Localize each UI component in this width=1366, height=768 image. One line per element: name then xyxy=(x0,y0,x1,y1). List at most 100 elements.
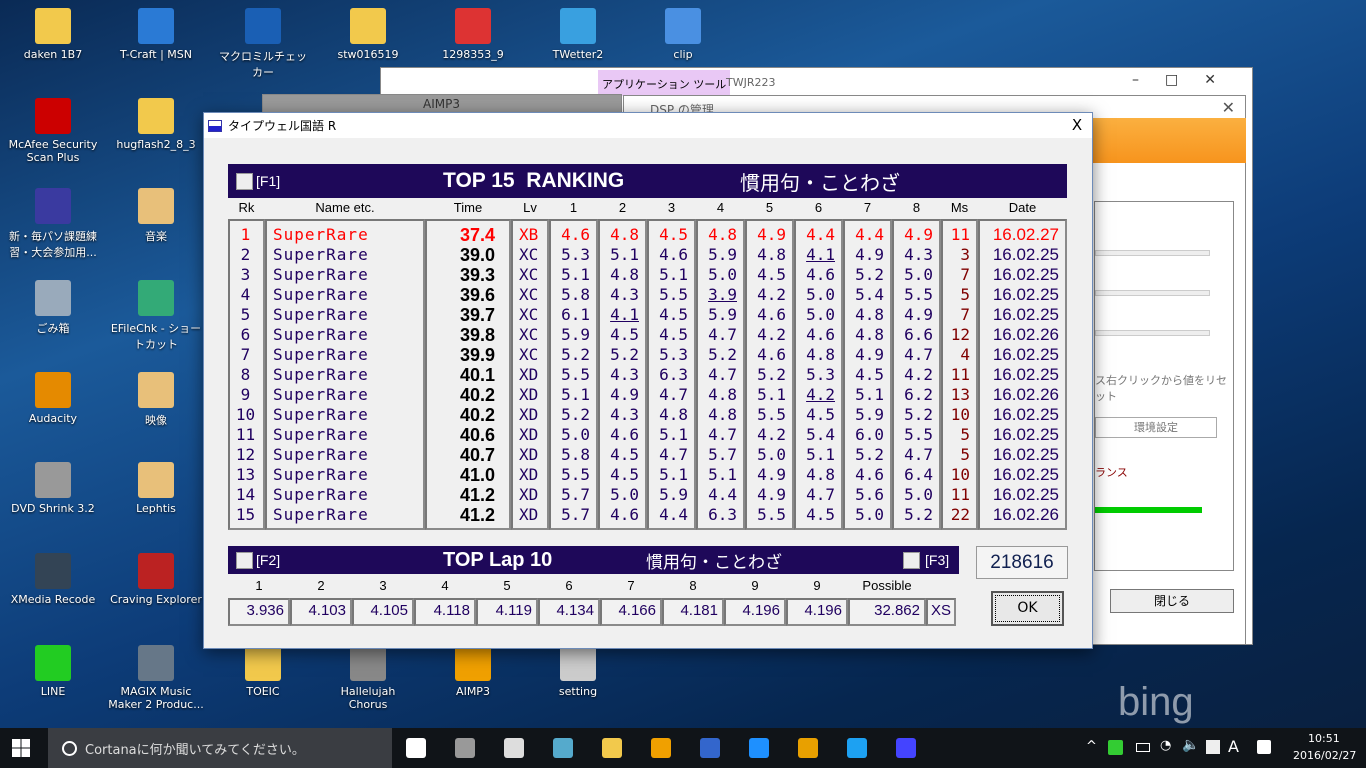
network-icon[interactable] xyxy=(1108,740,1123,755)
ranking-cell: 2 xyxy=(240,245,251,264)
ranking-cell: 7 xyxy=(960,305,970,324)
notification-icon[interactable] xyxy=(1206,740,1220,754)
desktop-icon[interactable]: LINE xyxy=(5,645,101,698)
ranking-cell: XC xyxy=(519,245,539,264)
ribbon-tab-app-tools[interactable]: アプリケーション ツール xyxy=(598,70,731,96)
wifi-icon[interactable]: ◔ xyxy=(1160,738,1172,753)
desktop-icon[interactable]: 音楽 xyxy=(108,188,204,244)
f1-checkbox[interactable] xyxy=(236,172,253,190)
column-header[interactable]: 2 xyxy=(618,200,627,215)
column-header[interactable]: 4 xyxy=(716,200,725,215)
app-tray-icon[interactable] xyxy=(1257,740,1271,754)
dsp-slider[interactable] xyxy=(1095,330,1210,336)
desktop-icon[interactable]: clip xyxy=(635,8,731,61)
ranking-cell: 5.7 xyxy=(561,485,590,504)
column-frame xyxy=(941,219,978,530)
ranking-cell: 5.1 xyxy=(806,445,835,464)
dsp-close-x[interactable]: ✕ xyxy=(1221,98,1235,117)
taskbar-app-icon[interactable] xyxy=(700,738,720,758)
column-header[interactable]: 6 xyxy=(814,200,823,215)
desktop-icon[interactable]: XMedia Recode xyxy=(5,553,101,606)
desktop-icon[interactable]: マクロミルチェッカー xyxy=(215,8,311,80)
f2-checkbox[interactable] xyxy=(236,551,253,569)
column-header[interactable]: 7 xyxy=(863,200,872,215)
ranking-cell: 6.4 xyxy=(904,465,933,484)
aimp-window: AIMP3 xyxy=(262,94,622,114)
clock-date[interactable]: 2016/02/27 xyxy=(1293,749,1357,762)
ranking-cell: 4.8 xyxy=(855,305,884,324)
taskbar-app-icon[interactable] xyxy=(651,738,671,758)
taskbar-app-icon[interactable] xyxy=(749,738,769,758)
ranking-cell: 5.0 xyxy=(561,425,590,444)
column-header[interactable]: Date xyxy=(1008,200,1037,215)
column-frame xyxy=(647,219,696,530)
desktop-icon[interactable]: AIMP3 xyxy=(425,645,521,698)
desktop-icon[interactable]: setting xyxy=(530,645,626,698)
column-header[interactable]: 5 xyxy=(765,200,774,215)
dsp-balance-slider[interactable] xyxy=(1095,507,1202,513)
desktop-icon[interactable]: stw016519 xyxy=(320,8,416,61)
taskbar-app-icon[interactable] xyxy=(847,738,867,758)
dialog-titlebar: タイプウェル国語 R X xyxy=(204,113,1092,138)
desktop-icon[interactable]: T-Craft | MSN xyxy=(108,8,204,61)
taskbar-app-icon[interactable] xyxy=(553,738,573,758)
desktop-icon[interactable]: Hallelujah Chorus xyxy=(320,645,416,711)
desktop-icon[interactable]: 1298353_9 xyxy=(425,8,521,61)
cortana-icon xyxy=(62,740,77,756)
f3-checkbox[interactable] xyxy=(903,551,920,569)
ranking-cell: 5.5 xyxy=(561,465,590,484)
taskbar-app-icon[interactable] xyxy=(896,738,916,758)
desktop-icon[interactable]: TWetter2 xyxy=(530,8,626,61)
desktop-icon[interactable]: EFileChk - ショートカット xyxy=(108,280,204,352)
column-header[interactable]: Time xyxy=(453,200,483,215)
ranking-cell: 11 xyxy=(950,485,970,504)
ranking-cell: 6.1 xyxy=(561,305,590,324)
lap-cell-frame xyxy=(476,598,538,626)
dsp-close-button[interactable]: 閉じる xyxy=(1110,589,1234,613)
column-header[interactable]: 3 xyxy=(667,200,676,215)
desktop-icon[interactable]: MAGIX Music Maker 2 Produc... xyxy=(108,645,204,711)
tray-chevron-icon[interactable]: ^ xyxy=(1086,739,1097,754)
taskbar-app-icon[interactable] xyxy=(455,738,475,758)
desktop-icon[interactable]: Craving Explorer xyxy=(108,553,204,606)
taskbar-app-icon[interactable] xyxy=(406,738,426,758)
close-button[interactable]: X xyxy=(1071,116,1083,134)
ranking-cell: 5.0 xyxy=(904,485,933,504)
window-controls[interactable]: –□✕ xyxy=(1132,72,1242,88)
ranking-cell: 4.8 xyxy=(708,225,737,244)
start-button[interactable] xyxy=(12,739,30,757)
dsp-slider[interactable] xyxy=(1095,290,1210,296)
taskbar-app-icon[interactable] xyxy=(602,738,622,758)
desktop-icon[interactable]: ごみ箱 xyxy=(5,280,101,336)
ranking-cell: 16.02.26 xyxy=(992,325,1059,344)
desktop-icon[interactable]: hugflash2_8_3 xyxy=(108,98,204,151)
taskbar-app-icon[interactable] xyxy=(798,738,818,758)
ime-indicator[interactable]: A xyxy=(1228,737,1239,756)
search-placeholder: Cortanaに何か聞いてみてください。 xyxy=(85,742,305,758)
desktop-icon[interactable]: daken 1B7 xyxy=(5,8,101,61)
desktop-icon[interactable]: Audacity xyxy=(5,372,101,425)
dsp-slider[interactable] xyxy=(1095,250,1210,256)
desktop-icon[interactable]: 映像 xyxy=(108,372,204,428)
column-header[interactable]: Lv xyxy=(523,200,537,215)
dsp-settings-button[interactable]: 環境設定 xyxy=(1095,417,1217,438)
column-header[interactable]: 1 xyxy=(569,200,578,215)
volume-icon[interactable]: 🔈 xyxy=(1182,737,1200,753)
ranking-cell: 1 xyxy=(240,225,251,244)
column-header[interactable]: Rk xyxy=(238,200,255,215)
taskbar-app-icon[interactable] xyxy=(504,738,524,758)
desktop-icon[interactable]: TOEIC xyxy=(215,645,311,698)
desktop-icon[interactable]: McAfee Security Scan Plus xyxy=(5,98,101,164)
ranking-cell: SuperRare xyxy=(273,465,369,484)
desktop-icon[interactable]: 新・毎パソ課題練習・大会参加用... xyxy=(5,188,101,260)
ok-button[interactable]: OK xyxy=(991,591,1064,626)
cortana-search[interactable]: Cortanaに何か聞いてみてください。 xyxy=(48,728,392,768)
desktop-icon[interactable]: Lephtis xyxy=(108,462,204,515)
column-header[interactable]: 8 xyxy=(912,200,921,215)
column-header[interactable]: Ms xyxy=(950,200,969,215)
battery-icon[interactable] xyxy=(1136,743,1150,752)
column-header[interactable]: Name etc. xyxy=(315,200,375,215)
clock-time[interactable]: 10:51 xyxy=(1308,732,1340,745)
desktop-icon[interactable]: DVD Shrink 3.2 xyxy=(5,462,101,515)
ranking-cell: 5 xyxy=(960,285,970,304)
